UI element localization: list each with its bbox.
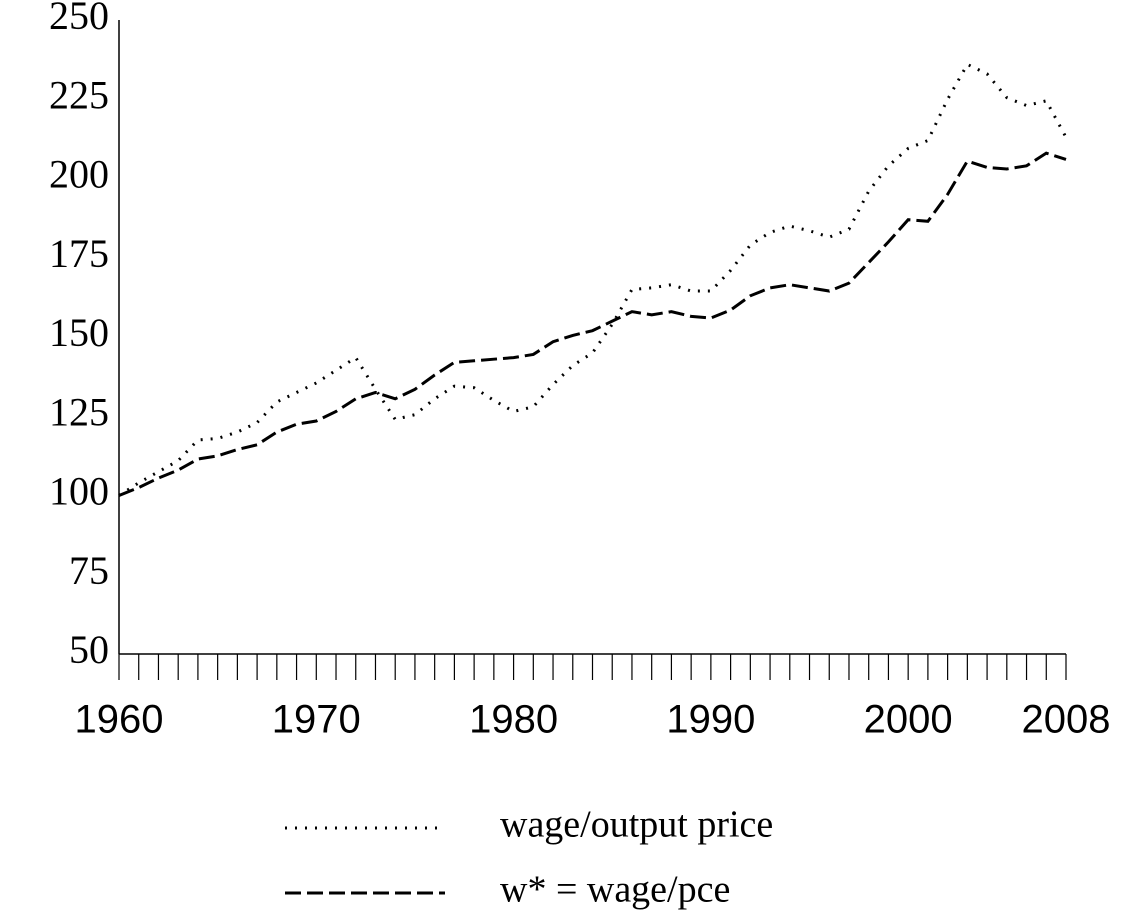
x-tick-label: 2000 [864,698,953,742]
y-tick-label: 100 [49,469,109,514]
y-tick-label: 250 [49,0,109,38]
y-tick-label: 200 [49,152,109,197]
y-tick-label: 50 [69,627,109,672]
y-tick-label: 150 [49,310,109,355]
legend-label: wage/output price [500,804,773,846]
legend-label: w* = wage/pce [500,869,730,911]
series-line [118,62,1068,497]
x-tick-label: 1960 [75,698,164,742]
y-tick-label: 225 [49,72,109,117]
series-line [118,151,1067,497]
y-tick-label: 75 [69,548,109,593]
x-tick-label: 1980 [469,698,558,742]
x-tick-label: 1990 [666,698,755,742]
x-tick-label: 1970 [272,698,361,742]
y-tick-label: 125 [49,389,109,434]
y-tick-label: 175 [49,231,109,276]
x-tick-label: 2008 [1022,698,1111,742]
